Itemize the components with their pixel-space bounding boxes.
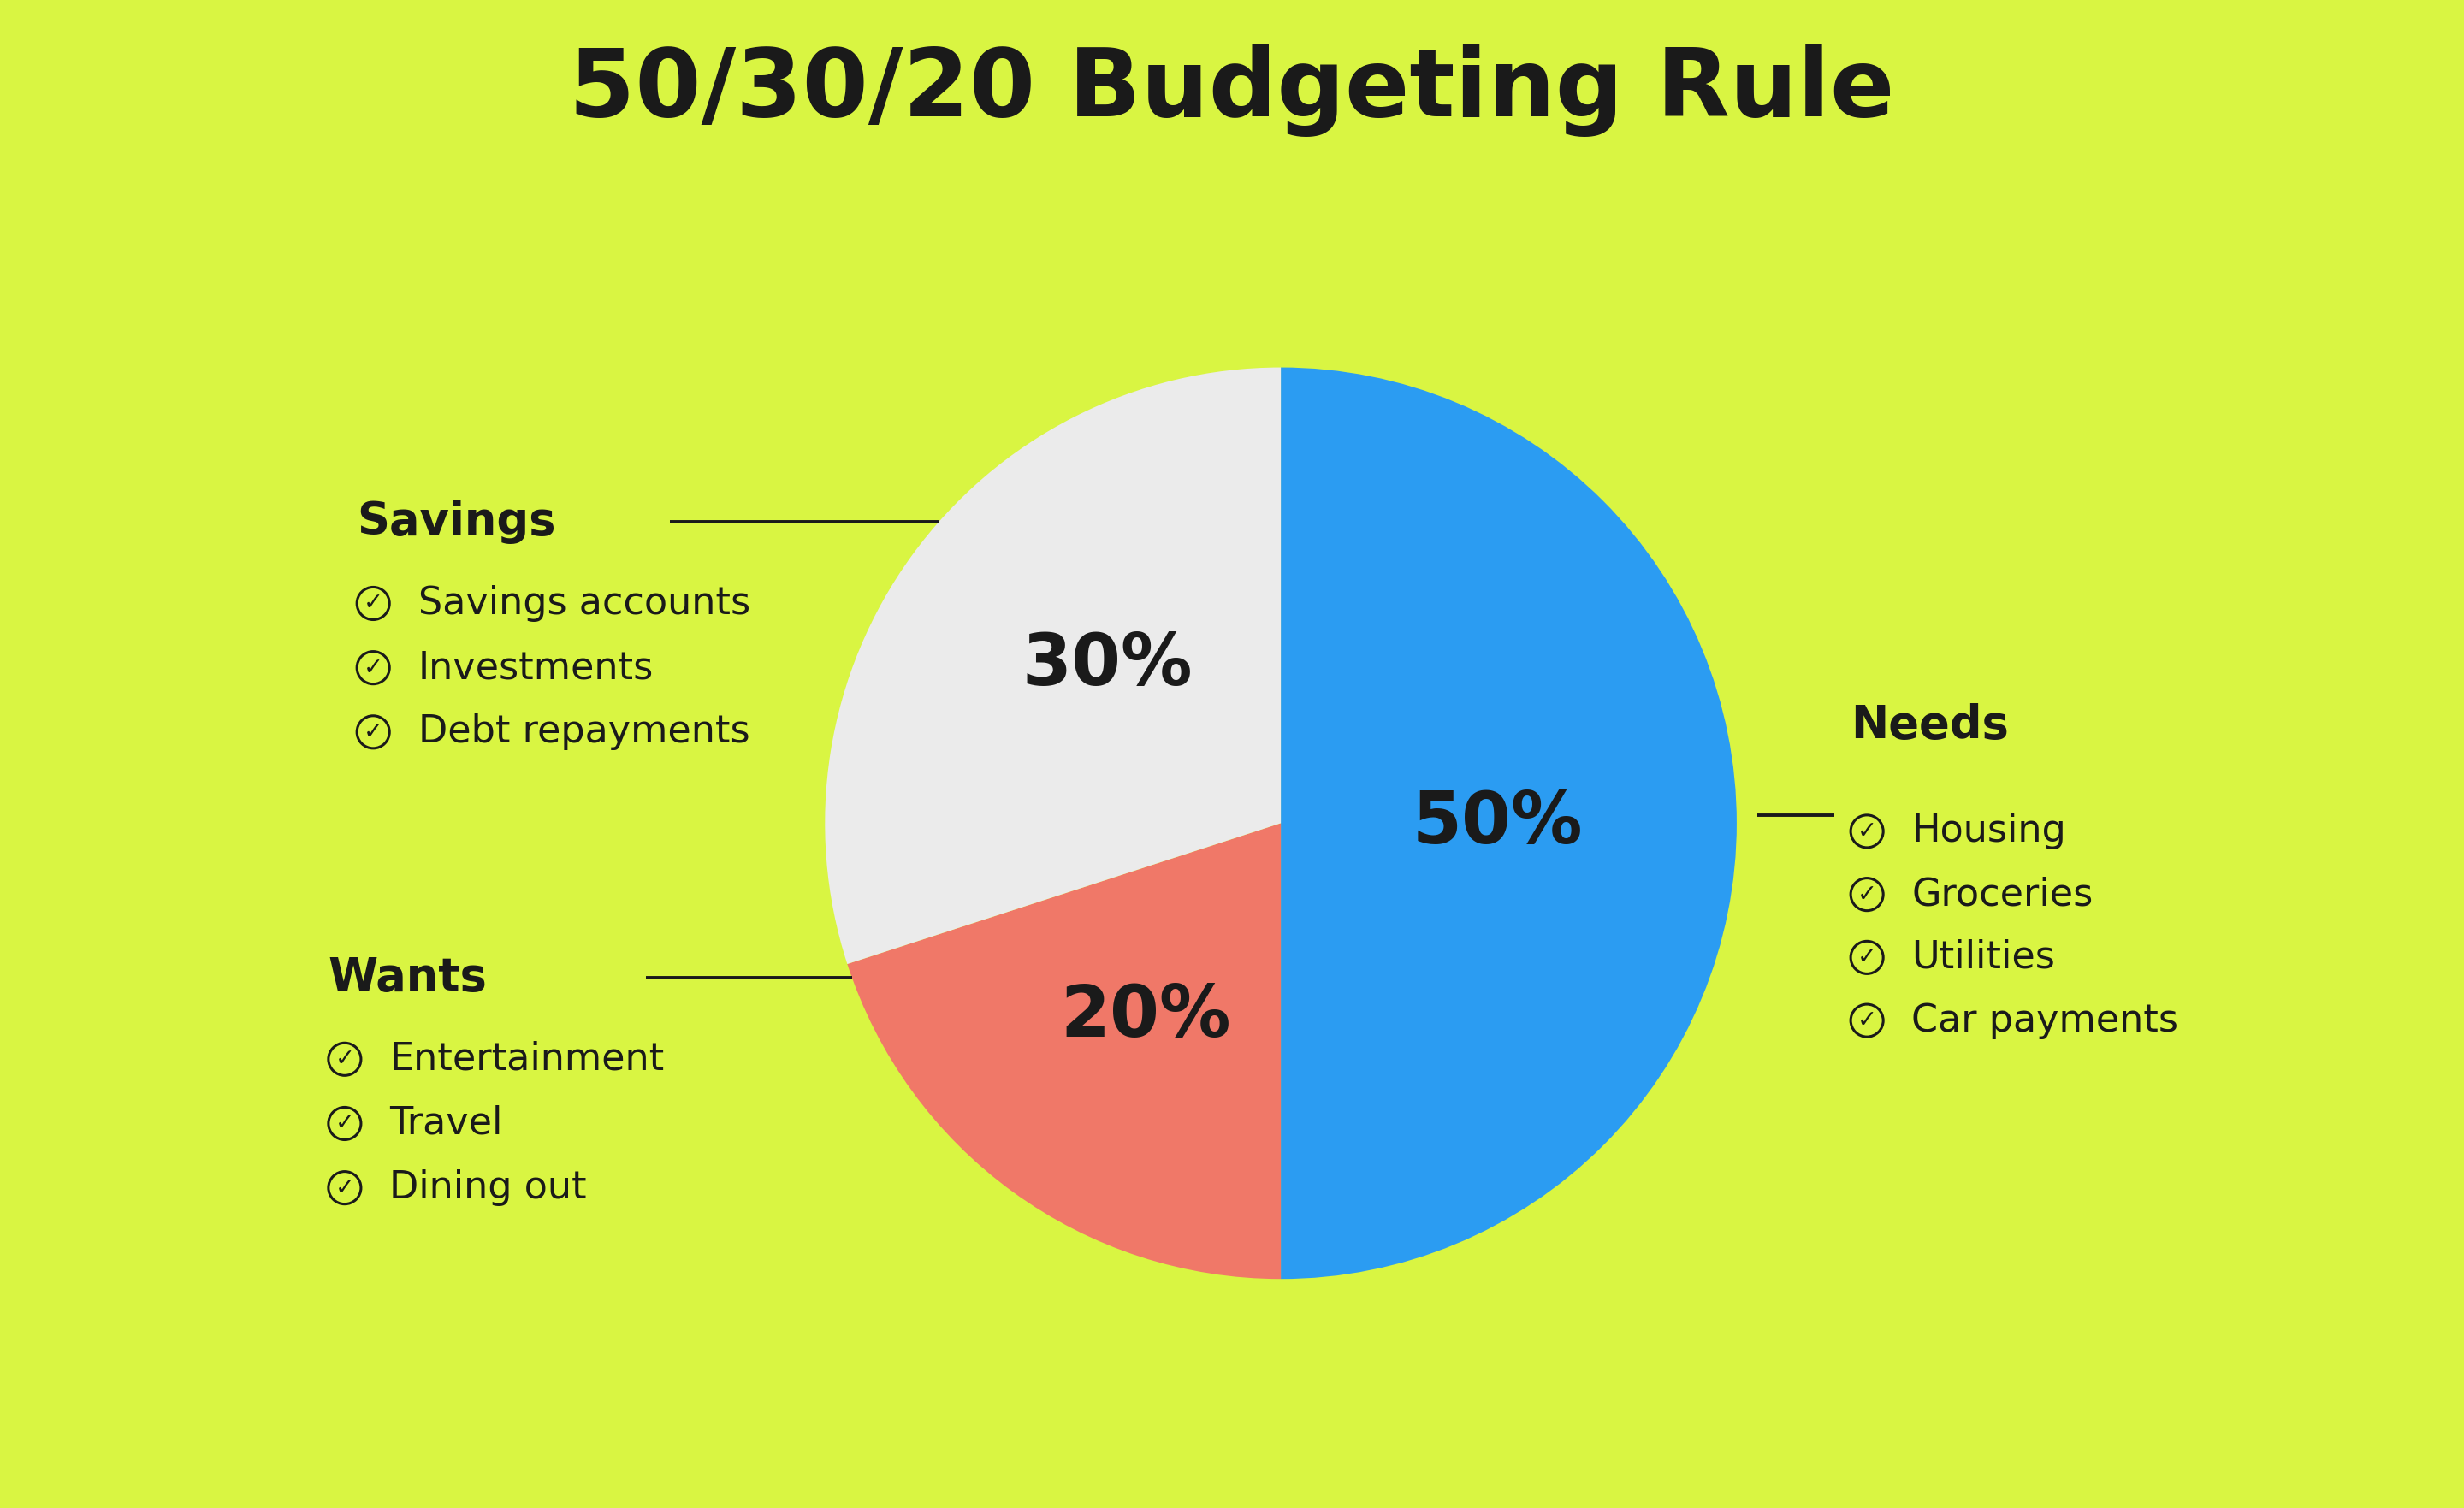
Text: ✓: ✓	[1858, 882, 1878, 906]
Text: ✓: ✓	[335, 1111, 355, 1136]
Text: ✓: ✓	[362, 656, 382, 680]
Text: 20%: 20%	[1060, 982, 1232, 1051]
Wedge shape	[1281, 368, 1737, 1279]
Wedge shape	[825, 368, 1281, 964]
Text: Utilities: Utilities	[1912, 939, 2055, 976]
Text: Needs: Needs	[1850, 703, 2008, 748]
Text: ✓: ✓	[1858, 819, 1878, 843]
Text: Entertainment: Entertainment	[389, 1041, 665, 1078]
Text: Travel: Travel	[389, 1105, 503, 1142]
Text: Savings: Savings	[357, 499, 557, 544]
Text: 50/30/20 Budgeting Rule: 50/30/20 Budgeting Rule	[569, 45, 1895, 137]
Text: 30%: 30%	[1023, 630, 1193, 700]
Text: Housing: Housing	[1912, 813, 2067, 849]
Text: Groceries: Groceries	[1912, 876, 2094, 912]
Text: 50%: 50%	[1412, 789, 1582, 858]
Text: ✓: ✓	[335, 1176, 355, 1200]
Text: Debt repayments: Debt repayments	[419, 713, 749, 751]
Text: Investments: Investments	[419, 650, 653, 686]
Text: Car payments: Car payments	[1912, 1003, 2178, 1039]
Text: ✓: ✓	[335, 1047, 355, 1071]
Text: ✓: ✓	[1858, 1009, 1878, 1033]
Wedge shape	[848, 823, 1281, 1279]
Text: ✓: ✓	[362, 591, 382, 615]
Text: Wants: Wants	[328, 956, 488, 1000]
Text: ✓: ✓	[362, 719, 382, 743]
Text: Dining out: Dining out	[389, 1169, 586, 1206]
Text: Savings accounts: Savings accounts	[419, 585, 749, 621]
Text: ✓: ✓	[1858, 946, 1878, 970]
